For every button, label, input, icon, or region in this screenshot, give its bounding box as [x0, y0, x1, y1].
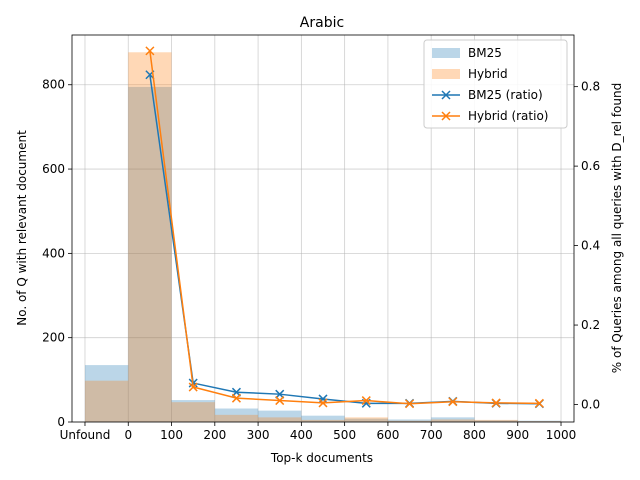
- y-tick-label: 200: [42, 331, 65, 345]
- x-marker: [318, 394, 328, 404]
- legend-marker: [441, 111, 451, 121]
- bar-bm25: [474, 420, 518, 422]
- bar-bm25: [431, 417, 475, 422]
- x-tick-label: 500: [333, 428, 356, 442]
- x-marker: [145, 46, 155, 56]
- ratio-lines: [145, 46, 544, 409]
- x-marker: [534, 398, 544, 408]
- x-axis-ticks: Unfound 0 100 200 300 400 500 600 700 800 900 1000: [60, 422, 577, 442]
- x-marker: [188, 382, 198, 392]
- line-hybrid-ratio-: [149, 50, 540, 405]
- y-axis-title: No. of Q with relevant document: [15, 130, 29, 326]
- bar-bm25: [301, 415, 345, 422]
- bar-bm25: [214, 408, 259, 422]
- y2-tick-label: 0.0: [581, 398, 600, 412]
- bar-bm25: [84, 365, 129, 422]
- x-marker: [318, 398, 328, 408]
- bar-hybrid: [431, 419, 475, 422]
- x-marker: [491, 398, 501, 408]
- x-tick-label: Unfound: [60, 428, 111, 442]
- y2-tick-label: 0.6: [581, 159, 600, 173]
- y-axis-ticks: 0 200 400 600 800: [42, 78, 72, 429]
- bar-hybrid: [214, 414, 259, 422]
- histogram-bars: [84, 52, 562, 423]
- y-tick-label: 0: [57, 415, 65, 429]
- legend-label: BM25 (ratio): [468, 88, 543, 102]
- y2-tick-label: 0.8: [581, 80, 600, 94]
- bar-hybrid: [171, 402, 215, 422]
- x-marker: [448, 397, 458, 407]
- x-tick-label: 800: [463, 428, 486, 442]
- bar-hybrid: [84, 380, 129, 422]
- bar-bm25: [344, 418, 388, 422]
- bar-hybrid: [517, 421, 562, 422]
- bar-hybrid: [301, 419, 345, 422]
- bar-hybrid: [258, 417, 302, 422]
- x-tick-label: 0: [124, 428, 132, 442]
- legend-marker: [441, 90, 451, 100]
- x-marker: [275, 396, 285, 406]
- y-tick-label: 400: [42, 246, 65, 260]
- x-marker: [231, 393, 241, 403]
- x-tick-label: 700: [420, 428, 443, 442]
- x-tick-label: 400: [290, 428, 313, 442]
- legend-swatch: [432, 69, 460, 79]
- legend-label: Hybrid (ratio): [468, 109, 548, 123]
- y2-tick-label: 0.4: [581, 239, 600, 253]
- y2-tick-label: 0.2: [581, 318, 600, 332]
- x-tick-label: 1000: [546, 428, 577, 442]
- x-tick-label: 600: [376, 428, 399, 442]
- bar-bm25: [387, 419, 432, 422]
- legend-swatch: [432, 48, 460, 58]
- x-axis-title: Top-k documents: [270, 451, 373, 465]
- y-tick-label: 800: [42, 78, 65, 92]
- y2-axis-title: % of Queries among all queries with D_re…: [610, 83, 624, 373]
- bar-hybrid: [128, 52, 172, 423]
- chart-title: Arabic: [300, 15, 344, 31]
- bar-bm25: [171, 400, 215, 422]
- y2-axis-ticks: 0.0 0.2 0.4 0.6 0.8: [574, 80, 600, 412]
- legend-label: BM25: [468, 46, 502, 60]
- bar-hybrid: [344, 417, 388, 422]
- x-tick-label: 200: [203, 428, 226, 442]
- x-marker: [405, 399, 415, 409]
- x-tick-label: 900: [506, 428, 529, 442]
- plot-frame: [71, 34, 575, 423]
- x-tick-label: 300: [247, 428, 270, 442]
- y-tick-label: 600: [42, 162, 65, 176]
- legend-label: Hybrid: [468, 67, 508, 81]
- bar-hybrid: [474, 419, 518, 422]
- x-marker: [361, 396, 371, 406]
- bar-bm25: [517, 420, 562, 422]
- legend: BM25 Hybrid BM25 (ratio) Hybrid (ratio): [423, 39, 568, 129]
- x-tick-label: 100: [160, 428, 183, 442]
- bar-bm25: [128, 86, 172, 423]
- bar-hybrid: [387, 420, 432, 422]
- bar-bm25: [258, 410, 302, 422]
- legend-box: [423, 39, 568, 129]
